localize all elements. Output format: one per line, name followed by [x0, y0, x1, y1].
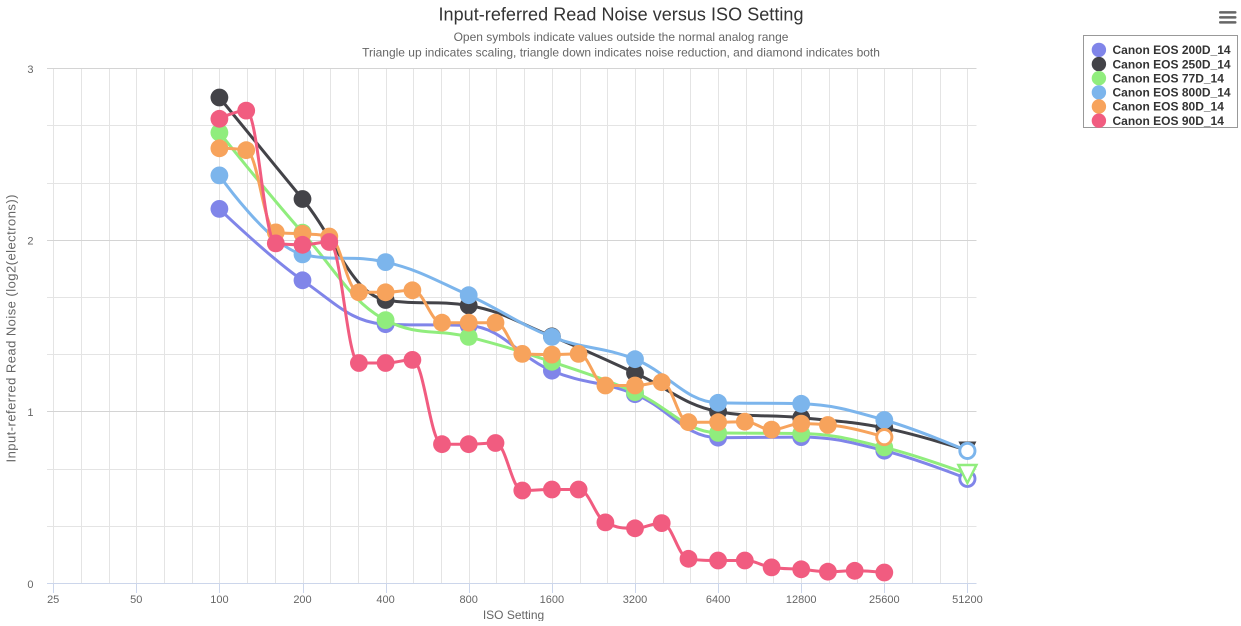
svg-text:50: 50 — [130, 594, 142, 606]
svg-text:Canon EOS 77D_14: Canon EOS 77D_14 — [1113, 71, 1225, 85]
svg-text:1600: 1600 — [540, 594, 564, 606]
svg-text:1: 1 — [27, 407, 33, 419]
svg-text:Triangle up indicates scaling,: Triangle up indicates scaling, triangle … — [362, 46, 880, 60]
svg-text:12800: 12800 — [786, 594, 817, 606]
svg-text:Canon EOS 800D_14: Canon EOS 800D_14 — [1113, 86, 1231, 100]
svg-text:Canon EOS 250D_14: Canon EOS 250D_14 — [1113, 57, 1231, 71]
svg-text:Canon EOS 90D_14: Canon EOS 90D_14 — [1113, 114, 1225, 128]
svg-text:25600: 25600 — [869, 594, 900, 606]
svg-text:200: 200 — [293, 594, 311, 606]
svg-text:51200: 51200 — [952, 594, 983, 606]
svg-text:Canon EOS 80D_14: Canon EOS 80D_14 — [1113, 100, 1225, 114]
svg-text:ISO Setting: ISO Setting — [483, 608, 544, 621]
svg-text:25: 25 — [47, 594, 59, 606]
svg-text:100: 100 — [210, 594, 228, 606]
svg-text:Input-referred Read Noise (log: Input-referred Read Noise (log2(electron… — [4, 195, 19, 463]
svg-text:800: 800 — [460, 594, 478, 606]
svg-text:Canon EOS 200D_14: Canon EOS 200D_14 — [1113, 43, 1231, 57]
svg-text:3200: 3200 — [623, 594, 647, 606]
svg-text:Open symbols indicate values o: Open symbols indicate values outside the… — [454, 30, 789, 44]
svg-text:400: 400 — [376, 594, 394, 606]
svg-text:2: 2 — [27, 236, 33, 248]
svg-text:6400: 6400 — [706, 594, 730, 606]
svg-text:3: 3 — [27, 64, 33, 76]
svg-text:0: 0 — [27, 579, 33, 591]
svg-text:Input-referred Read Noise vers: Input-referred Read Noise versus ISO Set… — [439, 5, 804, 25]
